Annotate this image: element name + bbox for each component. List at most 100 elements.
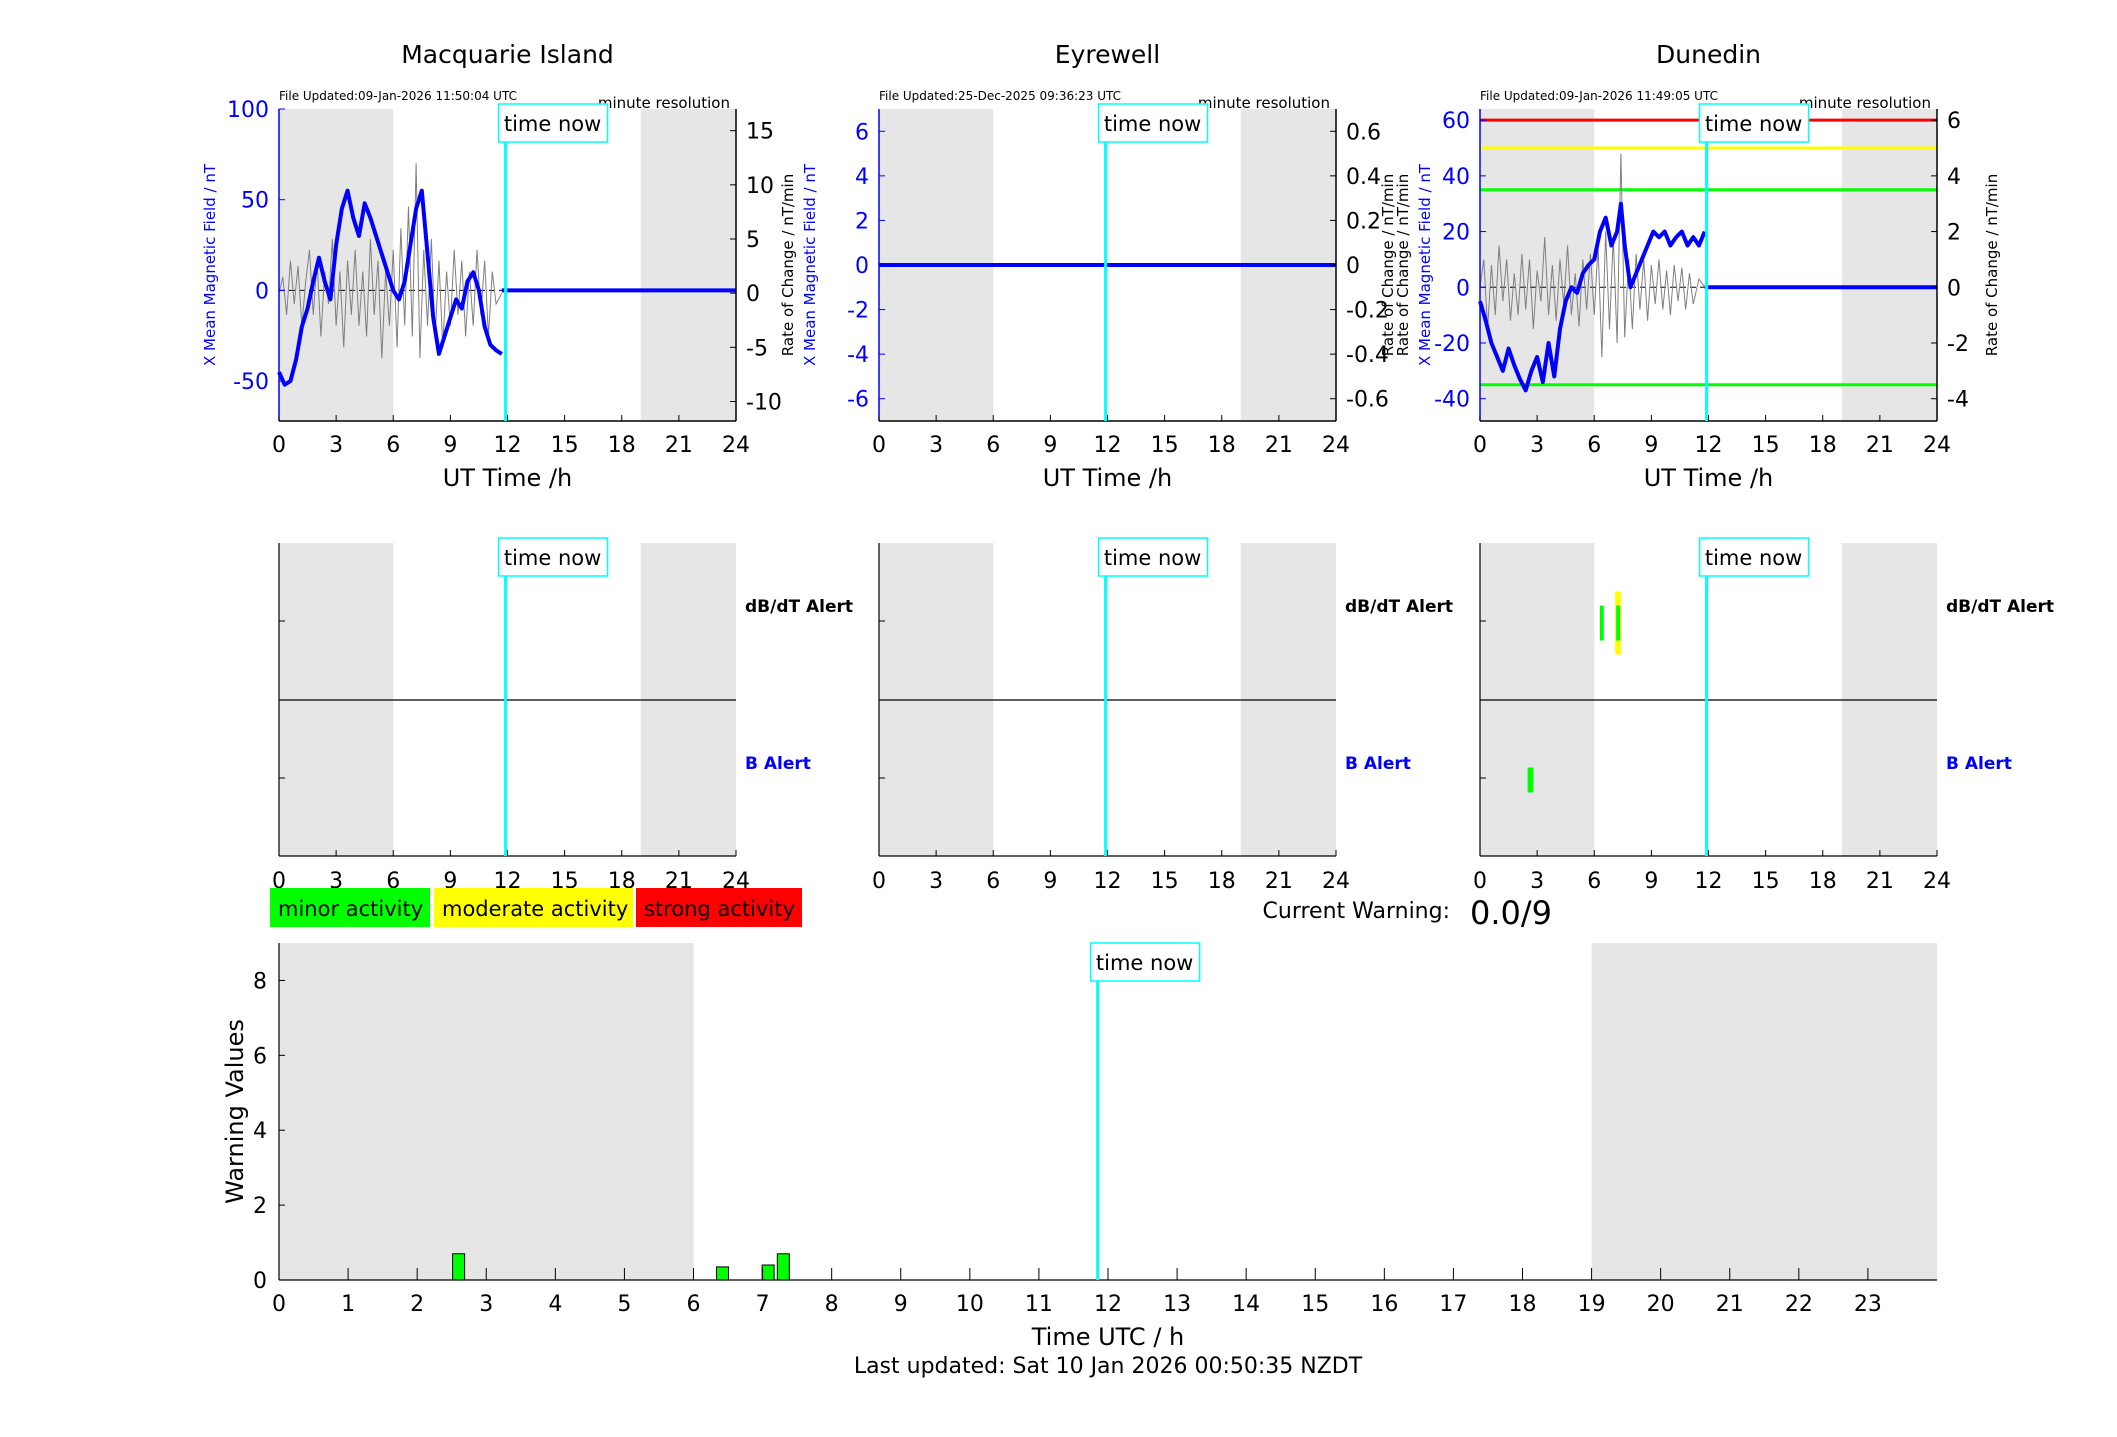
last-updated-footer: Last updated: Sat 10 Jan 2026 00:50:35 N… — [854, 1354, 1363, 1379]
right-tick-label: -5 — [746, 336, 768, 361]
x-tick-label: 12 — [1094, 869, 1122, 894]
x-tick-label: 8 — [825, 1292, 839, 1317]
legend-swatch — [434, 888, 633, 927]
x-tick-label: 3 — [929, 869, 943, 894]
x-tick-label: 15 — [1752, 433, 1780, 458]
x-tick-label: 9 — [1644, 433, 1658, 458]
b-alert-label: B Alert — [1345, 754, 1411, 774]
left-tick-label: 50 — [241, 189, 269, 214]
x-tick-label: 12 — [1695, 869, 1723, 894]
x-tick-label: 24 — [1923, 433, 1951, 458]
x-tick-label: 15 — [1752, 869, 1780, 894]
dbdt-alert-label: dB/dT Alert — [1946, 597, 2054, 617]
right-tick-label: 0 — [746, 282, 760, 307]
left-axis-label: X Mean Magnetic Field / nT — [801, 163, 819, 366]
y-tick-label: 2 — [253, 1194, 267, 1219]
night-shading — [279, 109, 394, 421]
right-axis-label-duplicate: Rate of Change / nT/min — [1394, 174, 1412, 356]
night-shading — [640, 109, 736, 421]
x-axis-label: UT Time /h — [1644, 464, 1774, 492]
right-axis-label: Rate of Change / nT/min — [1379, 174, 1397, 356]
x-tick-label: 0 — [272, 869, 286, 894]
x-tick-label: 15 — [1151, 869, 1179, 894]
x-tick-label: 18 — [1208, 869, 1236, 894]
x-tick-label: 0 — [872, 433, 886, 458]
time-now-box — [1097, 103, 1209, 143]
x-tick-label: 0 — [272, 433, 286, 458]
x-tick-label: 21 — [1866, 869, 1894, 894]
warning-bar — [716, 1266, 730, 1281]
x-tick-label: 21 — [1866, 433, 1894, 458]
x-axis-label: UT Time /h — [443, 464, 573, 492]
right-tick-label: 0.6 — [1346, 120, 1381, 145]
file-updated-label: File Updated:25-Dec-2025 09:36:23 UTC — [879, 89, 1121, 103]
right-tick-label: 6 — [1947, 109, 1961, 134]
right-tick-label: 0 — [1947, 276, 1961, 301]
legend-label: moderate activity — [442, 897, 628, 921]
file-updated-label: File Updated:09-Jan-2026 11:50:04 UTC — [279, 89, 517, 103]
x-tick-label: 21 — [1716, 1292, 1744, 1317]
x-tick-label: 14 — [1232, 1292, 1260, 1317]
station-panel: Dunedin File Updated:09-Jan-2026 11:49:05… — [1394, 40, 2001, 492]
time-now-box — [1698, 103, 1810, 143]
x-tick-label: 2 — [410, 1292, 424, 1317]
y-tick-label: 8 — [253, 969, 267, 994]
x-axis-label: UT Time /h — [1043, 464, 1173, 492]
x-tick-label: 0 — [272, 1292, 286, 1317]
x-tick-label: 4 — [548, 1292, 562, 1317]
left-tick-label: 6 — [855, 120, 869, 145]
x-tick-label: 13 — [1163, 1292, 1191, 1317]
x-field-trace — [1478, 201, 1707, 393]
b-alert-bar — [1527, 767, 1534, 793]
current-warning-value: 0.0/9 — [1470, 894, 1552, 932]
station-title: Dunedin — [1656, 40, 1761, 69]
left-tick-label: 4 — [855, 165, 869, 190]
time-now-label: time now — [1104, 546, 1201, 570]
dbdt-alert-bar — [1599, 605, 1604, 641]
station-title: Eyrewell — [1055, 40, 1160, 69]
x-tick-label: 9 — [1043, 869, 1057, 894]
x-tick-label: 3 — [329, 869, 343, 894]
x-tick-label: 12 — [1695, 433, 1723, 458]
x-tick-label: 15 — [551, 433, 579, 458]
x-tick-label: 19 — [1578, 1292, 1606, 1317]
night-shading — [1591, 943, 1937, 1280]
x-tick-label: 1 — [341, 1292, 355, 1317]
legend-label: minor activity — [278, 897, 423, 921]
b-alert-label: B Alert — [745, 754, 811, 774]
night-shading — [279, 943, 694, 1280]
x-tick-label: 3 — [1530, 869, 1544, 894]
x-tick-label: 21 — [665, 433, 693, 458]
right-tick-label: 2 — [1947, 221, 1961, 246]
time-now-box — [497, 537, 609, 577]
x-tick-label: 18 — [1809, 433, 1837, 458]
dbdt-alert-label: dB/dT Alert — [1345, 597, 1453, 617]
x-tick-label: 18 — [1509, 1292, 1537, 1317]
legend-swatch — [636, 888, 802, 927]
time-now-label: time now — [1104, 112, 1201, 136]
x-tick-label: 24 — [1322, 433, 1350, 458]
resolution-label: minute resolution — [598, 94, 730, 112]
x-tick-label: 5 — [617, 1292, 631, 1317]
warning-bar — [776, 1253, 790, 1281]
legend-label: strong activity — [644, 897, 795, 921]
x-tick-label: 15 — [1151, 433, 1179, 458]
left-tick-label: -40 — [1434, 388, 1470, 413]
y-axis-label: Warning Values — [221, 1019, 249, 1204]
y-tick-label: 0 — [253, 1269, 267, 1294]
x-tick-label: 20 — [1647, 1292, 1675, 1317]
alert-panels: 0 3 6 9 12 15 18 21 24 dB/dT Alert B Alert time now… — [272, 537, 2054, 894]
right-tick-label: 0 — [1346, 254, 1360, 279]
x-tick-label: 18 — [608, 433, 636, 458]
dbdt-alert-label: dB/dT Alert — [745, 597, 853, 617]
time-now-label: time now — [1705, 546, 1802, 570]
left-tick-label: 20 — [1442, 221, 1470, 246]
x-tick-label: 6 — [1587, 433, 1601, 458]
x-tick-label: 3 — [329, 433, 343, 458]
x-tick-label: 17 — [1439, 1292, 1467, 1317]
x-tick-label: 3 — [479, 1292, 493, 1317]
time-now-label: time now — [1705, 112, 1802, 136]
x-tick-label: 6 — [986, 433, 1000, 458]
